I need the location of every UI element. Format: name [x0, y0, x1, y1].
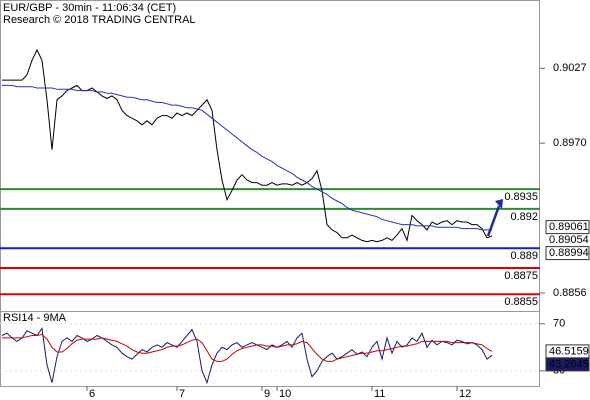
series-line — [2, 333, 493, 362]
price-tag-box — [545, 246, 590, 261]
rsi-title: RSI14 - 9MA — [3, 312, 67, 324]
series-line — [2, 84, 492, 231]
level-label: 0.889 — [510, 250, 538, 262]
y-tick-label: 70 — [553, 318, 565, 330]
level-label: 0.8855 — [504, 296, 538, 308]
level-label: 0.892 — [510, 211, 538, 223]
x-tick-label: 11 — [374, 388, 385, 400]
x-tick-label: 9 — [264, 388, 270, 400]
forecast-arrow-head — [495, 199, 503, 209]
x-tick-label: 7 — [179, 388, 185, 400]
chart-subtitle: Research © 2018 TRADING CENTRAL — [3, 14, 196, 26]
plot-layer: 0.9027 0.8970 0.8856 0.8935 0.892 0.889 0.8875… — [0, 48, 590, 400]
x-tick-label: 12 — [459, 388, 471, 400]
price-tag: 0.88994 — [549, 247, 589, 259]
price-tag: 0.89061 — [549, 221, 589, 233]
x-tick-label: 10 — [279, 388, 291, 400]
price-tag-box — [545, 220, 590, 235]
y-tick-label: 0.8970 — [553, 137, 587, 149]
chart-title: EUR/GBP - 30min - 11:06:34 (CET) — [3, 2, 176, 14]
x-tick-label: 6 — [89, 388, 95, 400]
y-tick-label: 0.8856 — [553, 287, 587, 299]
price-tag-box — [545, 357, 590, 372]
y-tick-label: 0.9027 — [553, 62, 587, 74]
level-label: 0.8935 — [504, 191, 538, 203]
price-tag: 0.89054 — [549, 234, 589, 246]
forecast-arrow — [486, 205, 501, 237]
price-tag: 43.2645 — [549, 358, 589, 370]
price-tag: 46.5159 — [549, 345, 589, 357]
level-label: 0.8875 — [504, 270, 538, 282]
rsi-panel-frame — [0, 311, 540, 387]
